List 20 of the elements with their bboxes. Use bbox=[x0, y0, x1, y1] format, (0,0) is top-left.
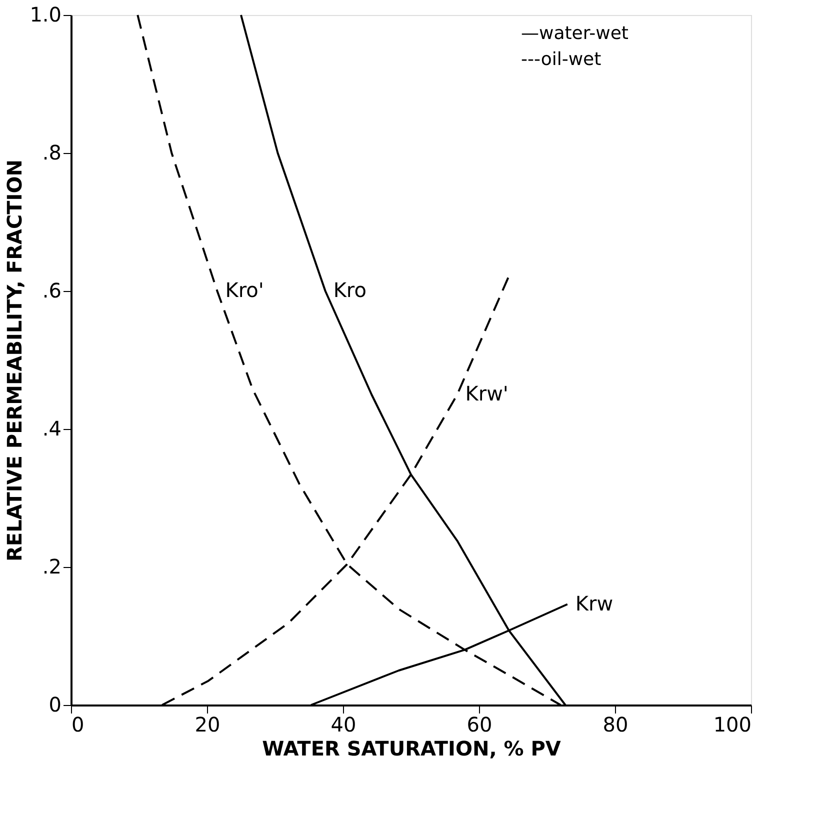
x-tick-label: 40 bbox=[330, 712, 356, 736]
annotation: Krw' bbox=[465, 382, 508, 406]
x-tick-label: 20 bbox=[194, 712, 220, 736]
y-tick-label: .8 bbox=[42, 140, 62, 164]
annotation: Kro' bbox=[225, 278, 264, 302]
x-tick-label: 0 bbox=[72, 712, 84, 736]
x-tick-label: 100 bbox=[713, 712, 752, 736]
x-axis-title: WATER SATURATION, % PV bbox=[262, 736, 562, 760]
annotation: Kro bbox=[333, 278, 366, 302]
y-tick-label: 0 bbox=[48, 692, 62, 716]
y-tick-label: .4 bbox=[42, 416, 62, 440]
y-tick-label: .2 bbox=[42, 554, 62, 578]
annotation: ---oil-wet bbox=[521, 49, 602, 70]
x-tick-label: 60 bbox=[466, 712, 492, 736]
x-tick-label: 80 bbox=[602, 712, 628, 736]
y-tick-label: 1.0 bbox=[30, 2, 62, 26]
y-axis-title: RELATIVE PERMEABILITY, FRACTION bbox=[2, 160, 27, 562]
y-tick-label: .6 bbox=[42, 278, 62, 302]
annotation: Krw bbox=[575, 591, 614, 616]
annotation: —water-wet bbox=[521, 23, 628, 44]
